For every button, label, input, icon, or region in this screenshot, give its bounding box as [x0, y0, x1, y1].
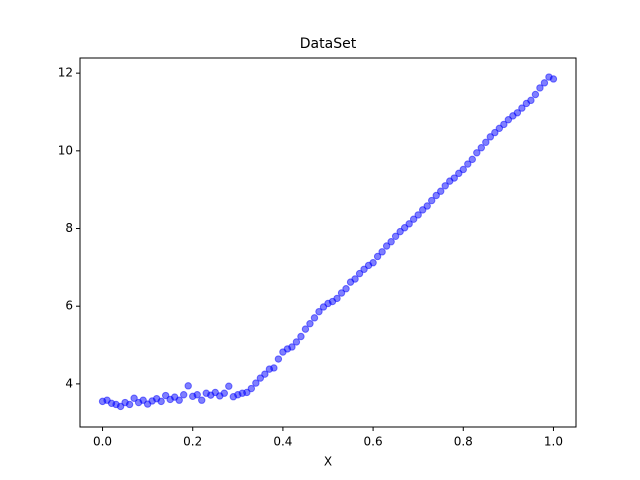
x-tick-label: 0.0 — [93, 435, 112, 449]
point — [414, 211, 422, 219]
point — [491, 128, 499, 137]
point — [473, 149, 481, 157]
point — [157, 397, 165, 406]
point — [220, 389, 228, 397]
point — [130, 394, 138, 402]
y-tick-label: 6 — [65, 299, 73, 313]
point — [382, 242, 391, 250]
point — [437, 187, 445, 195]
point — [513, 109, 522, 117]
point — [252, 379, 260, 387]
point — [531, 90, 540, 99]
point — [423, 202, 431, 210]
point — [306, 319, 314, 328]
point — [225, 382, 233, 390]
point — [310, 314, 319, 322]
point — [369, 258, 377, 267]
point — [486, 133, 495, 141]
point — [549, 75, 558, 83]
x-tick-label: 0.8 — [454, 435, 473, 449]
point — [405, 220, 413, 228]
point — [373, 252, 382, 261]
x-tick-label: 0.6 — [364, 435, 383, 449]
y-tick-label: 8 — [65, 221, 73, 235]
point — [459, 165, 467, 174]
x-tick-label: 0.4 — [273, 435, 292, 449]
y-tick-label: 10 — [58, 143, 73, 157]
point — [355, 269, 364, 278]
point — [193, 391, 201, 399]
point — [387, 238, 395, 246]
point — [409, 215, 418, 223]
point — [247, 384, 256, 393]
y-tick-label: 12 — [58, 66, 73, 80]
x-axis-label: X — [324, 455, 332, 469]
point — [297, 332, 305, 341]
plot-frame — [79, 57, 577, 428]
point — [175, 396, 183, 404]
point — [482, 138, 490, 146]
point — [432, 191, 440, 200]
point — [518, 104, 526, 112]
point — [391, 232, 400, 240]
point — [464, 160, 472, 168]
point — [477, 144, 486, 152]
x-tick-label: 1.0 — [544, 435, 563, 449]
point — [342, 285, 350, 293]
point — [540, 79, 549, 87]
point — [333, 294, 341, 303]
point — [527, 96, 535, 105]
point — [288, 343, 296, 351]
point — [441, 182, 449, 190]
point — [180, 391, 188, 399]
point — [270, 364, 278, 372]
point — [428, 196, 436, 205]
point — [261, 370, 269, 378]
point — [274, 355, 283, 363]
point — [468, 155, 476, 164]
chart-title: DataSet — [300, 36, 357, 52]
point — [337, 289, 346, 297]
point — [378, 248, 386, 256]
point — [292, 338, 301, 346]
point — [536, 84, 544, 92]
point — [351, 275, 359, 283]
point — [198, 396, 206, 404]
point — [450, 174, 458, 182]
point — [184, 382, 192, 390]
point — [301, 325, 310, 333]
point — [500, 120, 508, 129]
point — [125, 400, 134, 409]
x-tick-label: 0.2 — [183, 435, 202, 449]
point — [315, 307, 323, 316]
y-tick-label: 4 — [65, 376, 73, 390]
